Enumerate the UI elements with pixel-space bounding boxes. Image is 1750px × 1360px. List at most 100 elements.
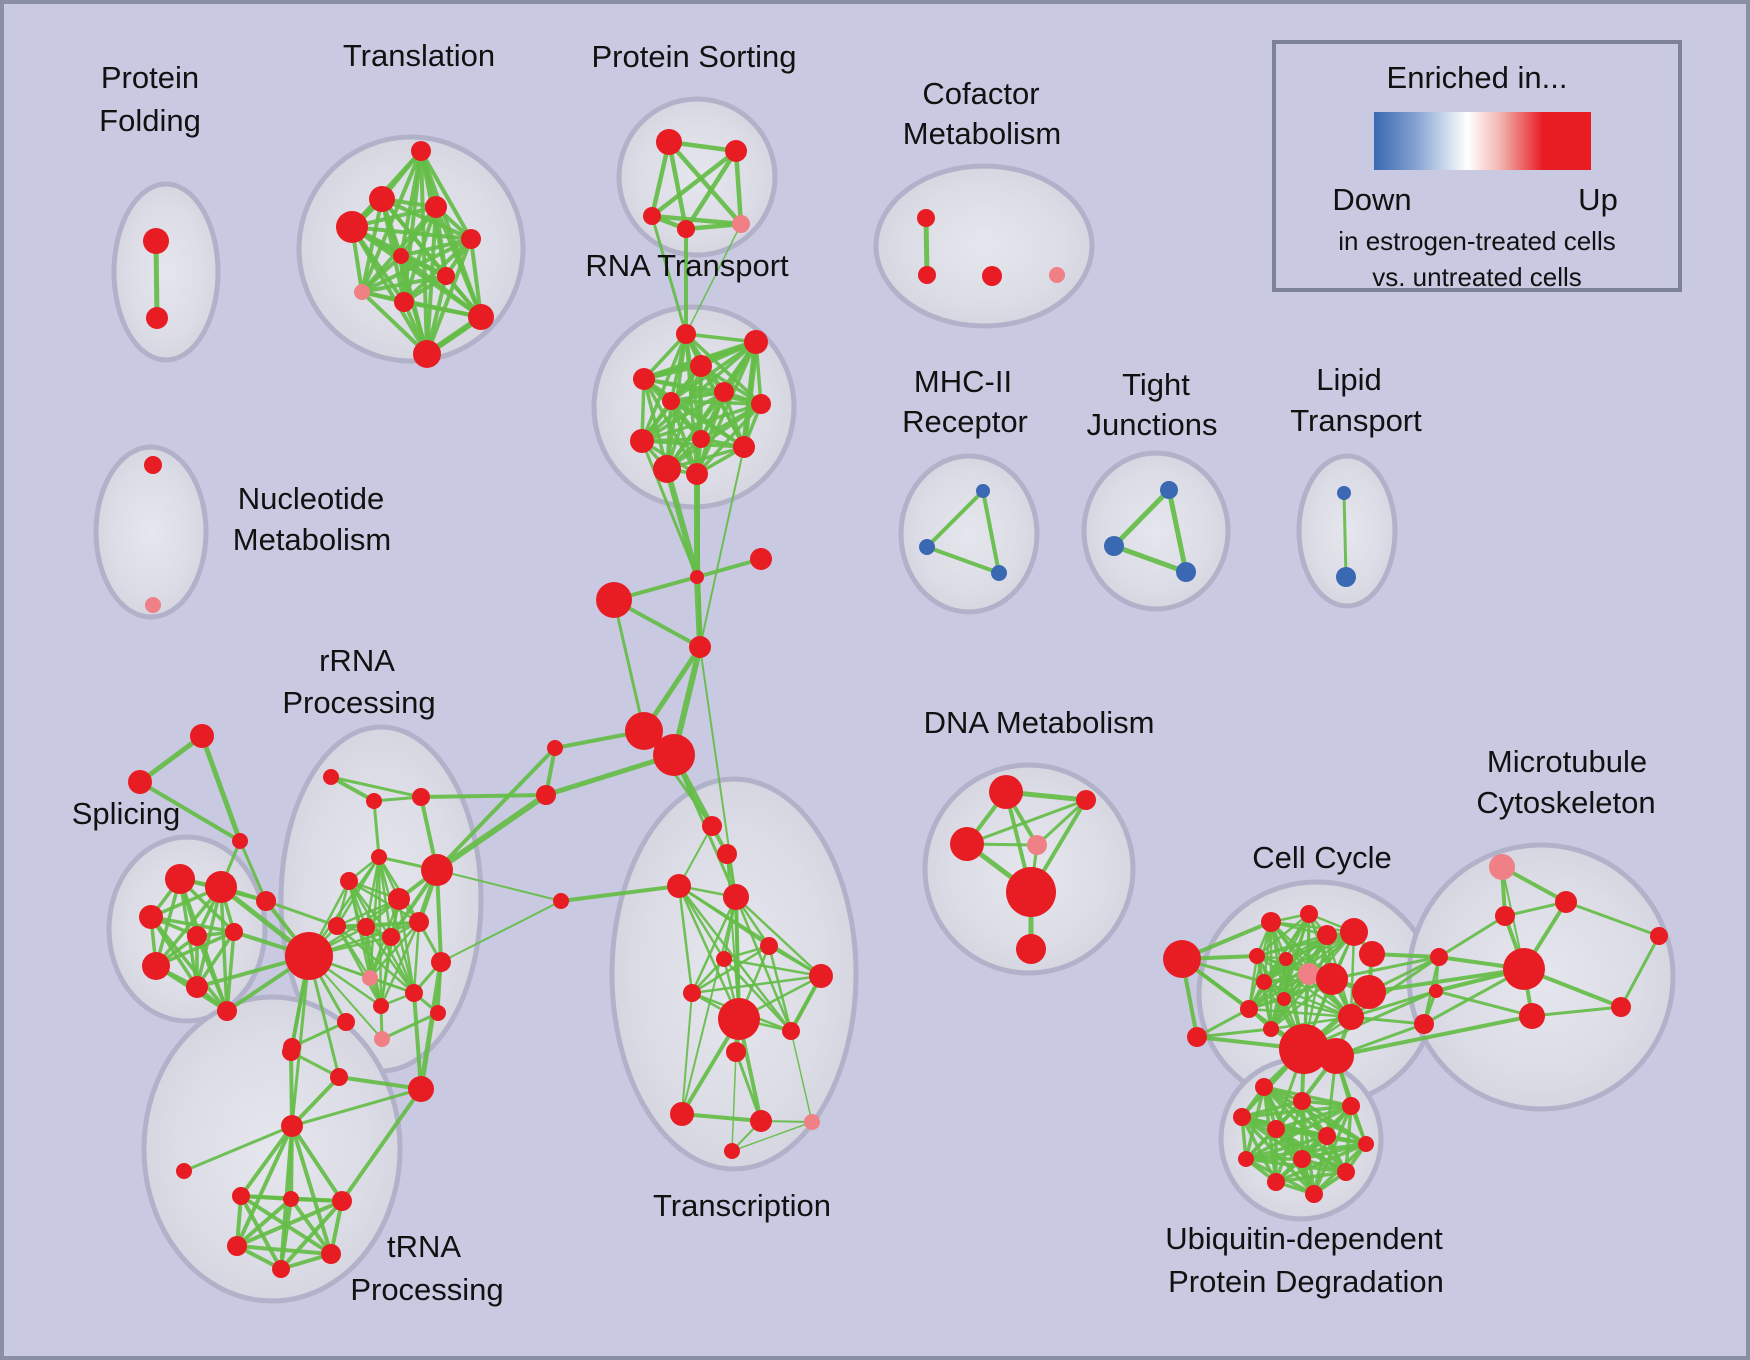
edge-rr1-rr3	[329, 775, 423, 799]
graph-node-cc3	[1317, 925, 1337, 945]
edge-tr6-tr10	[399, 254, 483, 319]
edge-rr22-rr5	[436, 869, 562, 902]
graph-node-rt6	[662, 392, 680, 410]
edge-tx4-tx7	[734, 895, 823, 978]
edge-cc11-cc16	[1262, 980, 1353, 1019]
graph-node-dm3	[950, 827, 984, 861]
edge-ccL2-cc14	[1195, 1027, 1273, 1039]
graph-node-tc3	[408, 1076, 434, 1102]
cluster-label-tight-junctions-line2: Junctions	[1087, 407, 1218, 442]
legend-subtitle-line1: in estrogen-treated cells	[1338, 226, 1616, 256]
edge-ps3-rt1	[650, 214, 688, 336]
edge-tx10-tx14	[731, 1051, 737, 1152]
cluster-label-mhc-ii-receptor-line1: MHC-II	[914, 364, 1012, 399]
graph-node-tj1	[1160, 481, 1178, 499]
graph-node-tx5	[760, 937, 778, 955]
graph-node-tj2	[1104, 536, 1124, 556]
cluster-label-ubiquitin-degradation-line1: Ubiquitin-dependent	[1165, 1221, 1443, 1256]
graph-node-rr14	[431, 952, 451, 972]
edge-ps5-rt1	[685, 223, 742, 335]
edge-tx4-tx11	[681, 896, 737, 1115]
graph-node-rr13	[382, 928, 400, 946]
graph-node-rr3	[412, 788, 430, 806]
graph-node-sp2	[205, 871, 237, 903]
graph-node-sp3	[139, 905, 163, 929]
edge-tr1-tr5	[419, 149, 473, 241]
cluster-label-ubiquitin-degradation-line2: Protein Degradation	[1168, 1264, 1444, 1299]
graph-node-ch4	[689, 636, 711, 658]
edge-tx5-tx9	[767, 944, 793, 1033]
graph-node-th2	[283, 1191, 299, 1207]
graph-node-sp4	[187, 926, 207, 946]
graph-node-ch1	[750, 548, 772, 570]
edge-tg2-tg3	[138, 780, 242, 843]
legend-title: Enriched in...	[1386, 60, 1568, 95]
cluster-label-splicing-line1: Splicing	[72, 796, 181, 831]
graph-node-rr18	[337, 1013, 355, 1031]
graph-node-tx7	[809, 964, 833, 988]
edge-rr12-rr17	[364, 925, 383, 1008]
graph-node-ccL2	[1187, 1027, 1207, 1047]
graph-node-ub5	[1267, 1120, 1285, 1138]
edge-rr2-rr6	[372, 799, 381, 859]
edge-ps1-ps4	[666, 139, 689, 232]
edge-tj1-tj2	[1111, 487, 1172, 549]
edge-rr13-rr17	[379, 935, 393, 1008]
edge-rr10-rr16	[412, 920, 421, 995]
graph-node-cf2	[918, 266, 936, 284]
graph-node-ub9	[1293, 1150, 1311, 1168]
edge-tc3-tc4	[290, 1087, 423, 1128]
edge-ch5-rr5	[435, 746, 557, 872]
cluster-label-microtubule-cytoskeleton-line2: Cytoskeleton	[1476, 785, 1655, 820]
edge-tx3-tx8	[677, 884, 694, 995]
edge-tc1-tc4	[289, 1050, 294, 1128]
edge-rr19-rr20	[380, 1011, 440, 1041]
cluster-label-cofactor-metabolism-line2: Metabolism	[903, 116, 1062, 151]
edge-ub7-ub9	[1300, 1142, 1368, 1161]
graph-node-cc2	[1300, 905, 1318, 923]
edge-rr1-rr2	[329, 775, 376, 803]
edge-tg1-tg3	[199, 733, 243, 844]
graph-node-tx9	[782, 1022, 800, 1040]
edge-tr2-tr8	[360, 197, 384, 294]
edge-tc4-th3	[290, 1124, 344, 1203]
edge-rr3-ch6	[419, 793, 548, 799]
graph-node-mtPink	[1489, 854, 1515, 880]
graph-node-mt4	[1429, 984, 1443, 998]
cluster-label-protein-sorting-line1: Protein Sorting	[591, 39, 796, 74]
graph-node-cf4	[1049, 267, 1065, 283]
edge-rr8-rr11	[264, 899, 339, 928]
graph-node-ub1	[1255, 1078, 1273, 1096]
edge-rt4-rt7	[642, 377, 763, 406]
edge-tx6-tx7	[722, 957, 823, 978]
graph-node-tr3	[425, 196, 447, 218]
graph-node-cc15	[1318, 1038, 1354, 1074]
graph-node-tr11	[413, 340, 441, 368]
graph-node-tr10	[468, 304, 494, 330]
edge-rrHub-tc4	[290, 954, 311, 1128]
graph-node-ub11	[1267, 1173, 1285, 1191]
legend-subtitle-line2: vs. untreated cells	[1372, 262, 1582, 292]
edge-tx11-tx12	[680, 1112, 763, 1123]
graph-node-nm1	[144, 456, 162, 474]
graph-node-th4	[227, 1236, 247, 1256]
edge-tc4-th1	[239, 1124, 294, 1198]
cluster-label-tight-junctions-line1: Tight	[1122, 367, 1190, 402]
edge-rr10-rr15	[368, 920, 421, 980]
graph-node-cc1	[1261, 912, 1281, 932]
edge-ps2-ps4	[683, 148, 739, 232]
edge-tc2-tc4	[290, 1075, 341, 1128]
edge-th3-th4	[235, 1199, 344, 1248]
legend-box: Enriched in... Down Up in estrogen-treat…	[1272, 40, 1682, 292]
graph-node-tr6	[393, 248, 409, 264]
graph-node-ps4	[677, 220, 695, 238]
graph-node-th3	[332, 1191, 352, 1211]
graph-node-tg1	[190, 724, 214, 748]
cluster-label-mhc-ii-receptor-line2: Receptor	[902, 404, 1028, 439]
edge-tc3-th3	[340, 1087, 423, 1203]
edge-mt5-mt6	[1530, 1005, 1623, 1018]
graph-node-rr11	[328, 917, 346, 935]
edge-mh1-mh2	[925, 489, 985, 549]
graph-node-cf3	[982, 266, 1002, 286]
edge-cc4-cc11	[1262, 930, 1356, 984]
